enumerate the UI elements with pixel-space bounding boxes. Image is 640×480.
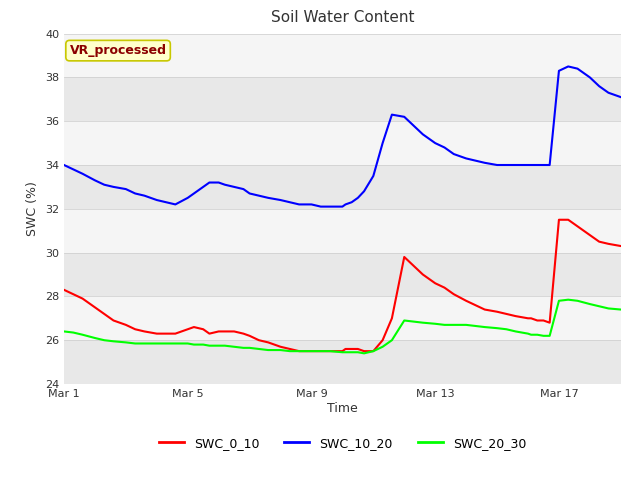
- X-axis label: Time: Time: [327, 402, 358, 415]
- Bar: [64, 296, 621, 340]
- Bar: [64, 252, 621, 296]
- Bar: [64, 121, 621, 165]
- Bar: [64, 34, 621, 77]
- Legend: SWC_0_10, SWC_10_20, SWC_20_30: SWC_0_10, SWC_10_20, SWC_20_30: [154, 432, 531, 455]
- Bar: [64, 340, 621, 384]
- Text: VR_processed: VR_processed: [70, 44, 166, 57]
- Bar: [64, 165, 621, 209]
- Y-axis label: SWC (%): SWC (%): [26, 181, 39, 236]
- Bar: [64, 209, 621, 252]
- Title: Soil Water Content: Soil Water Content: [271, 11, 414, 25]
- Bar: [64, 77, 621, 121]
